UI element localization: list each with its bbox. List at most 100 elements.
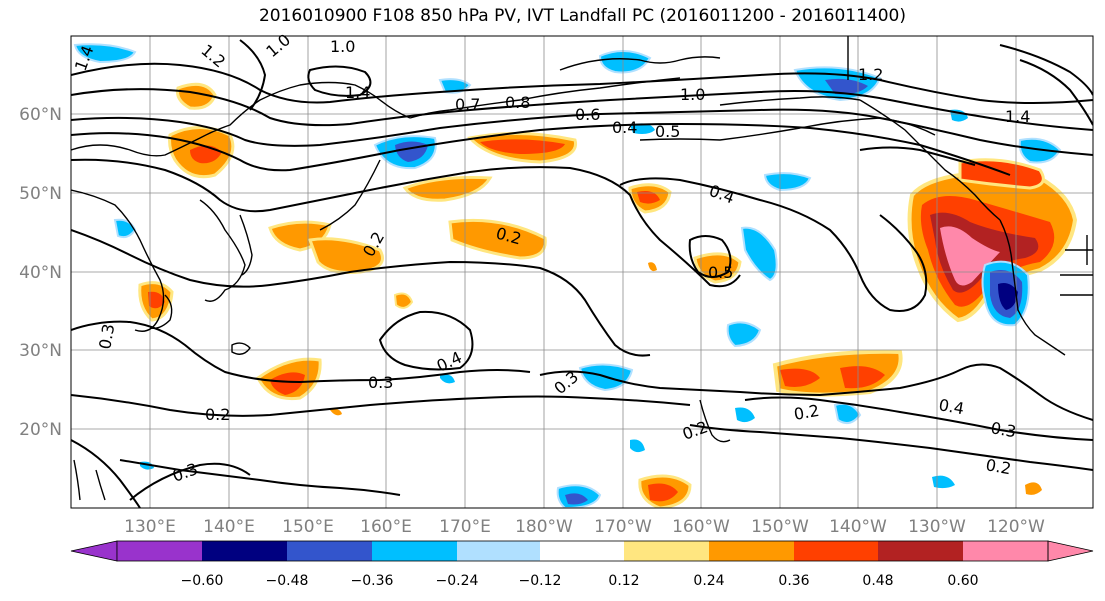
contour-label: 0.4 <box>707 181 737 208</box>
lat-tick-label: 30°N <box>19 341 62 361</box>
positive-anomaly-patch <box>840 366 885 389</box>
positive-anomaly-patch <box>448 218 547 260</box>
colorbar-segment <box>287 541 372 561</box>
contour-label: 1.2 <box>197 41 229 72</box>
lon-tick-label: 160°E <box>360 517 412 537</box>
colorbar-tick-label: −0.36 <box>351 573 394 589</box>
colorbar-tick-label: 0.48 <box>862 573 893 589</box>
contour-label: 0.4 <box>612 118 637 137</box>
latitude-axis: 60°N 50°N 40°N 30°N 20°N <box>19 105 62 440</box>
contour-label: 0.2 <box>984 455 1012 478</box>
positive-anomaly-patch <box>307 237 384 274</box>
lon-tick-label: 140°W <box>829 517 887 537</box>
graticule <box>71 36 1093 508</box>
negative-anomaly-patch <box>998 283 1018 310</box>
contour-label: 1.0 <box>680 85 705 104</box>
contour-label: 1.2 <box>858 65 883 84</box>
pv-contours <box>71 39 1093 508</box>
contour-label: 0.3 <box>989 418 1017 441</box>
map-title: 2016010900 F108 850 hPa PV, IVT Landfall… <box>258 6 906 26</box>
colorbar-segment <box>878 541 963 561</box>
colorbar-segment <box>709 541 794 561</box>
colorbar-tick-label: −0.60 <box>181 573 224 589</box>
colorbar-extend-low <box>70 540 118 562</box>
lon-tick-label: 130°W <box>908 517 966 537</box>
colorbar-segment <box>202 541 287 561</box>
contour-label: 0.6 <box>575 105 600 124</box>
colorbar-tick-label: 0.36 <box>778 573 809 589</box>
contour-label: 0.3 <box>368 373 393 392</box>
contour-label: 0.3 <box>95 322 118 350</box>
contour-label: 0.7 <box>455 95 480 114</box>
contour-label: 0.4 <box>937 395 965 418</box>
contour-label: 0.5 <box>708 263 733 282</box>
colorbar-segment <box>963 541 1048 561</box>
positive-anomaly-patch <box>270 372 305 395</box>
contour-label: 0.2 <box>792 401 820 424</box>
contour-label: 1.0 <box>330 37 355 56</box>
map-frame <box>70 35 1094 509</box>
lon-tick-label: 150°E <box>282 517 334 537</box>
longitude-axis: 130°E 140°E 150°E 160°E 170°E 180°W 170°… <box>124 517 1045 537</box>
contour-label: 0.2 <box>205 405 230 424</box>
lon-tick-label: 160°W <box>672 517 730 537</box>
negative-anomaly-patch <box>598 50 652 74</box>
positive-anomaly-patch <box>780 368 820 387</box>
lon-tick-label: 150°W <box>751 517 809 537</box>
contour-label: 1.4 <box>345 83 370 102</box>
positive-anomaly-patch <box>330 409 342 416</box>
positive-anomaly-patch <box>176 82 217 110</box>
positive-anomaly-patch <box>148 291 165 309</box>
lat-tick-label: 40°N <box>19 263 62 283</box>
shaded-anomaly-layer <box>73 43 1078 508</box>
colorbar-segment <box>457 541 540 561</box>
positive-anomaly-patch <box>637 191 660 204</box>
colorbar: −0.60 −0.48 −0.36 −0.24 −0.12 0.12 0.24 … <box>70 540 1094 589</box>
contour-label: 0.8 <box>505 93 530 112</box>
negative-anomaly-patch <box>825 78 868 95</box>
negative-anomaly-patch <box>833 402 862 425</box>
colorbar-segment <box>794 541 878 561</box>
negative-anomaly-patch <box>440 374 455 384</box>
contour-label: 1.0 <box>262 30 294 61</box>
positive-anomaly-patch <box>940 226 1000 286</box>
negative-anomaly-patch <box>630 123 655 134</box>
positive-anomaly-patch <box>402 175 493 202</box>
colorbar-segment <box>117 541 202 561</box>
colorbar-segment <box>540 541 624 561</box>
colorbar-tick-label: 0.12 <box>608 573 639 589</box>
lon-tick-label: 170°E <box>439 517 491 537</box>
positive-anomaly-patch <box>393 292 414 309</box>
colorbar-tick-label: 0.24 <box>693 573 724 589</box>
negative-anomaly-patch <box>630 439 645 453</box>
colorbar-extend-high <box>1047 540 1094 562</box>
contour-label: 0.5 <box>655 122 680 141</box>
colorbar-tick-label: 0.60 <box>947 573 978 589</box>
lon-tick-label: 120°W <box>987 517 1045 537</box>
lat-tick-label: 20°N <box>19 420 62 440</box>
negative-anomaly-patch <box>73 43 137 64</box>
negative-anomaly-patch <box>565 493 588 505</box>
contour-label: 1.4 <box>1005 107 1030 126</box>
colorbar-tick-label: −0.48 <box>266 573 309 589</box>
lon-tick-label: 180°W <box>515 517 573 537</box>
colorbar-segment <box>372 541 457 561</box>
negative-anomaly-patch <box>438 78 472 94</box>
lon-tick-label: 170°W <box>594 517 652 537</box>
negative-anomaly-patch <box>726 321 762 348</box>
lat-tick-label: 60°N <box>19 105 62 125</box>
contour-label: 0.3 <box>170 459 200 486</box>
lon-tick-label: 130°E <box>124 517 176 537</box>
colorbar-tick-label: −0.24 <box>436 573 479 589</box>
colorbar-segment <box>624 541 709 561</box>
positive-anomaly-patch <box>1025 482 1042 495</box>
negative-anomaly-patch <box>735 407 755 423</box>
positive-anomaly-patch <box>958 158 1045 190</box>
lat-tick-label: 50°N <box>19 184 62 204</box>
lon-tick-label: 140°E <box>203 517 255 537</box>
positive-anomaly-patch <box>648 262 657 272</box>
negative-anomaly-patch <box>113 218 137 239</box>
positive-anomaly-patch <box>648 483 678 502</box>
negative-anomaly-patch <box>932 475 955 489</box>
